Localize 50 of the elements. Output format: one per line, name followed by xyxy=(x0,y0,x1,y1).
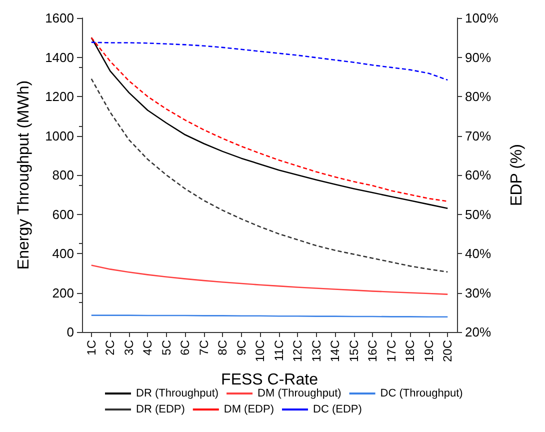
x-tick-label: 13C xyxy=(309,340,324,362)
y-tick-label: 600 xyxy=(52,206,74,222)
legend-label: DC (EDP) xyxy=(312,404,362,416)
y-axis-title: Energy Throughput (MWh) xyxy=(16,80,32,270)
y2-tick-label: 100% xyxy=(465,10,499,26)
y-tick-label: 1400 xyxy=(45,50,74,65)
x-tick-label: 6C xyxy=(178,340,192,356)
x-tick-label: 2C xyxy=(103,340,118,356)
line-series xyxy=(90,42,448,81)
y2-tick-label: 70% xyxy=(465,128,492,144)
x-tick-label: 1C xyxy=(84,340,98,356)
legend-label: DR (EDP) xyxy=(136,404,185,416)
legend-label: DC (Throughput) xyxy=(380,388,463,400)
y-tick-label: 400 xyxy=(52,246,74,261)
x-tick-label: 20C xyxy=(440,340,455,362)
y-tick-label: 1200 xyxy=(45,89,74,104)
x-tick-label: 3C xyxy=(122,340,136,356)
line-series xyxy=(90,264,448,295)
x-tick-label: 14C xyxy=(328,340,342,362)
y2-axis-title: EDP (%) xyxy=(508,144,526,206)
y-tick-label: 800 xyxy=(52,168,74,182)
x-tick-label: 16C xyxy=(366,340,380,362)
x-axis-title: FESS C-Rate xyxy=(221,372,318,388)
x-tick-label: 4C xyxy=(140,340,155,356)
y2-tick-label: 50% xyxy=(465,206,492,222)
y-tick-label: 1000 xyxy=(45,128,74,144)
y-tick-label: 1600 xyxy=(45,10,74,26)
x-tick-label: 8C xyxy=(216,340,230,356)
x-tick-label: 9C xyxy=(234,340,248,356)
x-tick-label: 17C xyxy=(384,340,398,362)
y2-tick-label: 20% xyxy=(465,324,492,340)
x-tick-label: 10C xyxy=(253,340,268,362)
x-tick-label: 11C xyxy=(272,340,286,362)
y-tick-label: 200 xyxy=(52,285,74,300)
x-tick-label: 12C xyxy=(290,340,305,362)
y2-tick-label: 80% xyxy=(465,89,492,104)
line-series xyxy=(90,78,448,273)
x-tick-label: 7C xyxy=(196,340,211,356)
x-tick-label: 19C xyxy=(422,340,436,362)
y2-tick-label: 90% xyxy=(465,50,492,65)
legend-label: DR (Throughput) xyxy=(136,388,219,400)
y2-tick-label: 60% xyxy=(465,168,492,182)
x-tick-label: 18C xyxy=(403,340,418,362)
legend-label: DM (Throughput) xyxy=(258,388,342,400)
y2-tick-label: 40% xyxy=(465,246,492,261)
legend-label: DM (EDP) xyxy=(224,404,274,416)
y2-tick-label: 30% xyxy=(465,285,492,300)
x-tick-label: 5C xyxy=(159,340,174,356)
y-tick-label: 0 xyxy=(66,324,74,340)
x-tick-label: 15C xyxy=(346,340,361,362)
